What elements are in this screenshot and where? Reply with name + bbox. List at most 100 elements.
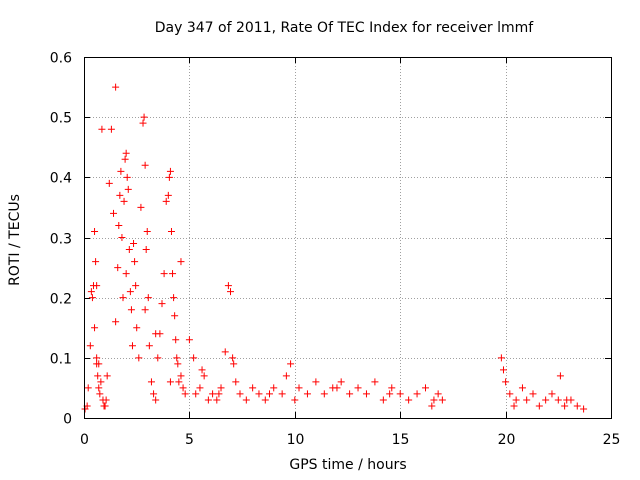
data-point [171,312,179,320]
data-point [573,402,581,410]
data-point [518,384,526,392]
data-point [175,378,183,386]
x-tick-label: 25 [603,432,621,448]
data-point [200,372,208,380]
data-point [295,384,303,392]
data-point [405,396,413,404]
data-point [270,384,278,392]
data-point [172,336,180,344]
data-point [174,360,182,368]
data-point [98,125,106,133]
data-point [438,396,446,404]
x-axis-label: GPS time / hours [289,457,406,473]
data-point [320,390,328,398]
data-point [115,221,123,229]
data-point [548,390,556,398]
data-point [112,83,120,91]
data-point [333,384,341,392]
data-point [141,306,149,314]
data-point [386,390,394,398]
data-point [87,288,95,296]
data-point [190,354,198,362]
x-tick-label: 5 [185,432,194,448]
data-point [249,384,257,392]
x-tick-label: 0 [80,432,89,448]
data-point [166,378,174,386]
data-point [117,167,125,175]
data-point [232,378,240,386]
data-point [92,258,100,266]
data-point [563,396,571,404]
data-point [118,234,126,241]
data-point [529,390,537,398]
data-point [162,197,170,205]
data-point [152,330,160,338]
data-point [103,372,111,380]
data-point [209,390,217,398]
data-point [434,390,442,398]
data-point [413,390,421,398]
data-point [102,396,110,404]
data-point [499,366,507,374]
data-point [114,264,122,272]
data-point [93,354,101,362]
data-points [81,83,588,413]
data-point [135,354,143,362]
data-point [164,191,172,199]
data-point [132,282,140,290]
y-axis-label: ROTI / TECUs [7,194,23,286]
data-point [139,119,147,127]
data-point [91,324,99,332]
data-point [497,354,505,362]
data-point [97,378,105,386]
data-point [173,354,181,362]
data-point [556,372,564,380]
data-point [282,372,290,380]
data-point [167,227,175,235]
x-tick-label: 20 [498,432,516,448]
data-point [242,396,250,404]
data-point [91,227,99,235]
data-point [165,173,173,181]
data-point [107,125,115,133]
data-point [121,155,129,163]
data-point [158,300,166,308]
data-point [93,360,101,368]
data-point [144,294,152,302]
data-point [137,203,145,211]
data-point [126,288,134,296]
data-point [229,354,237,362]
data-point [147,378,155,386]
data-point [221,348,229,356]
data-point [127,306,135,314]
data-point [123,173,131,181]
data-point [177,258,185,266]
data-point [554,396,562,404]
data-point [428,402,436,410]
data-point [287,360,295,368]
data-point [192,390,200,398]
data-point [303,390,311,398]
data-point [122,149,130,157]
data-point [502,378,510,386]
data-point [236,390,244,398]
y-tick-label: 0.2 [50,292,72,308]
data-point [354,384,362,392]
data-point [580,405,588,413]
plot-frame [84,57,612,419]
x-tick-label: 15 [392,432,410,448]
data-point [142,246,150,254]
y-tick-label: 0.6 [50,51,72,67]
data-point [181,390,189,398]
data-point [169,270,177,278]
data-point [261,396,269,404]
y-tick-label: 0.4 [50,171,72,187]
data-point [124,185,132,193]
data-point [105,179,113,187]
data-point [166,167,174,175]
data-point [224,282,232,290]
data-point [396,390,404,398]
y-tick-label: 0.5 [50,111,72,127]
data-point [112,318,120,326]
